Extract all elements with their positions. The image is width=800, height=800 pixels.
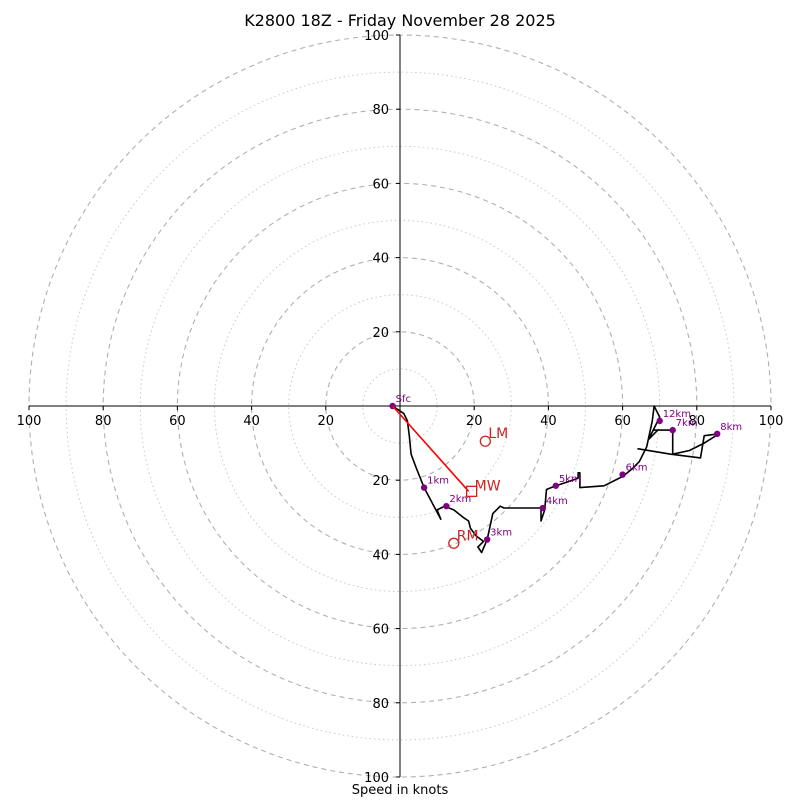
y-tick-label: 100 — [364, 771, 389, 786]
height-marker-label: 8km — [720, 422, 742, 433]
x-tick-label: 100 — [17, 414, 42, 429]
height-marker — [552, 482, 560, 489]
storm-marker-rm — [448, 537, 460, 549]
axes — [29, 35, 771, 777]
height-marker-label: 7km — [676, 418, 698, 429]
y-tick-label: 80 — [372, 103, 389, 118]
x-tick-label: 80 — [689, 414, 706, 429]
y-tick-label: 60 — [372, 177, 389, 192]
y-tick-label: 20 — [372, 326, 389, 341]
storm-marker-lm — [479, 435, 491, 447]
height-marker — [714, 430, 721, 438]
x-tick-label: 40 — [243, 414, 260, 429]
height-marker-label: Sfc — [396, 394, 411, 405]
height-marker — [420, 484, 428, 491]
x-tick-label: 100 — [759, 414, 784, 429]
x-tick-label: 60 — [614, 414, 631, 429]
chart-title: K2800 18Z - Friday November 28 2025 — [244, 11, 556, 30]
x-axis-label: Speed in knots — [351, 783, 449, 798]
hodograph-line — [392, 405, 720, 554]
storm-label-lm: LM — [488, 426, 508, 442]
y-tick-label: 40 — [372, 548, 389, 563]
height-marker-label: 4km — [546, 496, 568, 507]
storm-label-rm: RM — [457, 528, 479, 544]
height-marker — [656, 417, 663, 425]
x-tick-label: 40 — [540, 414, 557, 429]
y-tick-label: 40 — [372, 252, 389, 267]
storm-marker-mw — [465, 485, 478, 497]
x-tick-label: 20 — [318, 414, 335, 429]
height-marker — [619, 471, 626, 478]
height-marker-label: 12km — [663, 409, 691, 420]
y-tick-label: 100 — [364, 29, 389, 44]
height-marker — [443, 502, 450, 510]
storm-motion: LM RM MW — [391, 405, 508, 549]
x-tick-label: 60 — [169, 414, 186, 429]
tick-labels: 100 100 80 80 60 60 40 40 20 20 20 20 40 40 60 60 80 80 10… — [17, 29, 784, 786]
hodograph-trace — [392, 405, 720, 554]
height-marker — [539, 504, 547, 512]
height-marker-label: 5km — [559, 474, 581, 485]
y-tick-label: 80 — [372, 697, 389, 712]
mean-wind-vector — [391, 405, 470, 492]
x-tick-label: 80 — [95, 414, 112, 429]
storm-label-mw: MW — [475, 478, 501, 494]
height-marker-label: 2km — [449, 494, 471, 505]
height-marker-label: 6km — [626, 463, 648, 474]
height-marker-label: 1km — [427, 476, 449, 487]
x-tick-label: 20 — [466, 414, 483, 429]
height-marker — [669, 426, 676, 434]
height-marker — [483, 536, 491, 543]
y-tick-label: 20 — [372, 474, 389, 489]
y-tick-label: 60 — [372, 623, 389, 638]
height-marker-label: 3km — [490, 528, 512, 539]
